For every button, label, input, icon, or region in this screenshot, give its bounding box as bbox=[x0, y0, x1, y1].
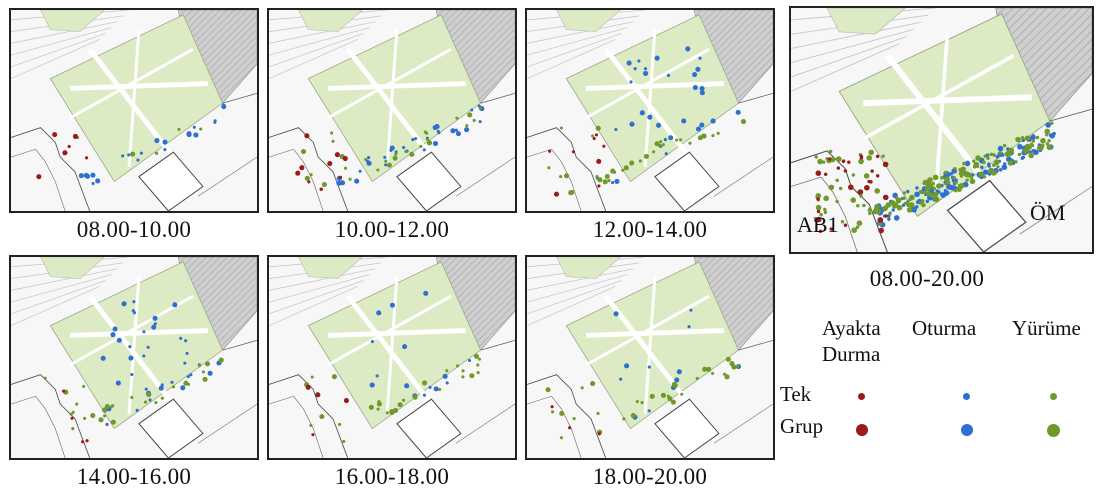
map-caption-14-16: 14.00-16.00 bbox=[76, 464, 192, 489]
map-panel-12-14 bbox=[525, 8, 775, 213]
legend-dot-standing-group bbox=[856, 424, 868, 436]
site-plan-drawing bbox=[527, 10, 773, 211]
legend-dot-sitting-single bbox=[963, 393, 970, 400]
legend-row-single: Tek bbox=[780, 382, 812, 406]
legend-header-standing-line2: Durma bbox=[822, 342, 881, 366]
map-panel-08-10 bbox=[9, 8, 259, 213]
map-caption-08-10: 08.00-10.00 bbox=[76, 217, 192, 242]
legend-dot-walking-group bbox=[1047, 424, 1060, 437]
summary-map-panel bbox=[789, 6, 1094, 254]
legend-row-group: Grup bbox=[780, 414, 824, 438]
map-panel-18-20 bbox=[525, 255, 775, 460]
legend-header-sitting: Oturma bbox=[912, 316, 977, 340]
summary-map-label-ab1: AB1 bbox=[797, 212, 839, 237]
site-plan-drawing bbox=[791, 8, 1092, 252]
legend-dot-sitting-group bbox=[961, 424, 973, 436]
map-caption-12-14: 12.00-14.00 bbox=[592, 217, 708, 242]
site-plan-drawing bbox=[11, 257, 257, 458]
map-panel-14-16 bbox=[9, 255, 259, 460]
map-caption-18-20: 18.00-20.00 bbox=[592, 464, 708, 489]
summary-map-caption: 08.00-20.00 bbox=[869, 266, 985, 291]
site-plan-drawing bbox=[11, 10, 257, 211]
site-plan-drawing bbox=[527, 257, 773, 458]
site-plan-drawing bbox=[269, 257, 515, 458]
legend-dot-walking-single bbox=[1050, 393, 1057, 400]
map-panel-10-12 bbox=[267, 8, 517, 213]
map-caption-16-18: 16.00-18.00 bbox=[334, 464, 450, 489]
legend-header-walking: Yürüme bbox=[1012, 316, 1081, 340]
legend-header-standing: Ayakta bbox=[822, 316, 881, 340]
site-plan-drawing bbox=[269, 10, 515, 211]
map-panel-16-18 bbox=[267, 255, 517, 460]
legend-dot-standing-single bbox=[858, 393, 865, 400]
map-caption-10-12: 10.00-12.00 bbox=[334, 217, 450, 242]
summary-map-label-om: ÖM bbox=[1030, 200, 1066, 225]
